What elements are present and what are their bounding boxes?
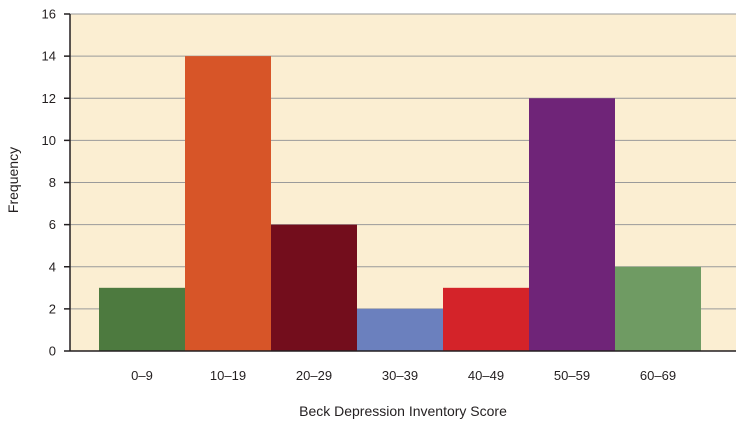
bar-10–19: [185, 56, 271, 351]
y-tick-label: 14: [42, 49, 56, 64]
x-tick-label: 50–59: [554, 368, 590, 383]
y-tick-label: 16: [42, 7, 56, 22]
y-tick-label: 6: [49, 217, 56, 232]
bars: [99, 56, 701, 351]
x-axis-title: Beck Depression Inventory Score: [299, 403, 507, 419]
y-tick-label: 2: [49, 301, 56, 316]
x-tick-label: 40–49: [468, 368, 504, 383]
y-tick-labels: 0 2 4 6 8 10 12 14 16: [42, 7, 70, 359]
bar-30–39: [357, 308, 443, 351]
x-tick-label: 20–29: [296, 368, 332, 383]
x-tick-labels: 0–9 10–19 20–29 30–39 40–49 50–59 60–69: [131, 368, 676, 383]
bar-20–29: [271, 224, 357, 351]
x-tick-label: 10–19: [210, 368, 246, 383]
bar-50–59: [529, 98, 615, 351]
y-axis-title: Frequency: [5, 147, 21, 213]
x-tick-label: 0–9: [131, 368, 153, 383]
y-tick-label: 12: [42, 91, 56, 106]
bar-60–69: [615, 266, 701, 351]
bar-0–9: [99, 287, 185, 351]
x-tick-label: 30–39: [382, 368, 418, 383]
y-tick-label: 4: [49, 259, 56, 274]
y-tick-label: 10: [42, 133, 56, 148]
x-tick-label: 60–69: [640, 368, 676, 383]
bar-40–49: [443, 287, 529, 351]
y-tick-label: 8: [49, 175, 56, 190]
y-tick-label: 0: [49, 344, 56, 359]
